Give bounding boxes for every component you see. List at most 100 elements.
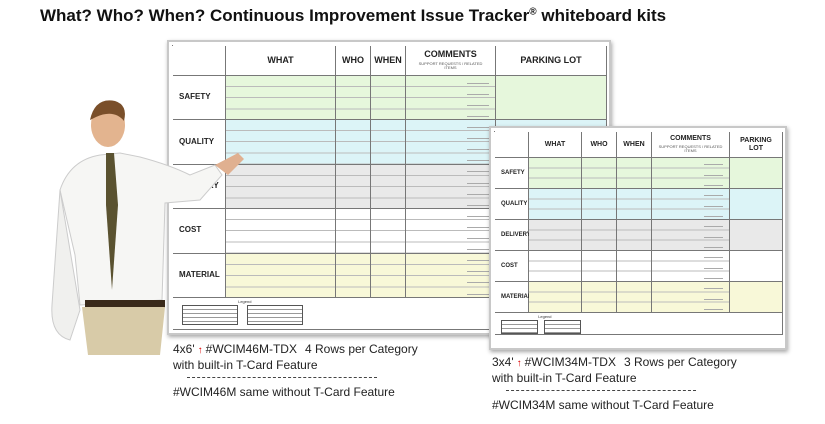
caption-small: 3x4' ↑ #WCIM34M-TDX 3 Rows per Category with…	[492, 355, 737, 412]
grid-cell	[652, 189, 730, 220]
column-header: COMMENTS SUPPORT REQUESTS / RELATED ITEMS	[406, 46, 496, 76]
header-text: WHAT	[267, 54, 294, 65]
tcard-slot	[703, 205, 723, 207]
header-text: WHEN	[623, 140, 645, 148]
grid-cell	[582, 189, 617, 220]
feature-note: with built-in T-Card Feature	[492, 371, 637, 385]
row-label: QUALITY	[179, 136, 215, 146]
grid-cell	[336, 209, 371, 254]
column-header: WHEN	[371, 46, 406, 76]
caption-line: 4x6' ↑ #WCIM46M-TDX 4 Rows per Category	[173, 342, 418, 358]
legend-box	[500, 320, 539, 334]
tcard-slot	[466, 149, 489, 151]
alternate-product: #WCIM34M same without T-Card Feature	[492, 398, 714, 412]
title-suffix: whiteboard kits	[541, 6, 667, 25]
grid-cell	[226, 253, 336, 298]
grid-cell	[652, 220, 730, 251]
tcard-slot	[466, 282, 489, 284]
header-text: WHAT	[544, 140, 566, 148]
board-grid: WHAT WHO WHEN COMMENTS SUPPORT REQUESTS / RE…	[494, 131, 783, 336]
grid-cell	[371, 209, 406, 254]
grid-cell	[529, 220, 582, 251]
grid-cell	[582, 220, 617, 251]
alternate-product: #WCIM46M same without T-Card Feature	[173, 385, 395, 399]
legend-label: Legend	[238, 299, 252, 304]
header-text: PARKING LOT	[740, 136, 772, 152]
row-label: MATERIAL	[501, 293, 532, 300]
tcard-slot	[703, 215, 723, 217]
caption-line: 3x4' ↑ #WCIM34M-TDX 3 Rows per Category	[492, 355, 737, 371]
row-label-cell: SAFETY	[173, 76, 226, 121]
column-header: PARKING LOT	[496, 46, 607, 76]
tcard-slot	[703, 298, 723, 300]
presenter	[51, 100, 244, 355]
row-label-cell: DELIVERY	[495, 220, 531, 251]
tcard-slot	[703, 277, 723, 279]
caption-large: 4x6' ↑ #WCIM46M-TDX 4 Rows per Category with…	[173, 342, 418, 399]
header-text: COMMENTS	[424, 49, 477, 60]
grid-cell	[652, 158, 730, 189]
grid-cell	[582, 282, 617, 313]
grid-cell	[617, 189, 652, 220]
row-label: COST	[179, 225, 202, 235]
grid-cell	[730, 220, 783, 251]
tcard-slot	[466, 238, 489, 240]
grid-cell	[652, 251, 730, 282]
row-label: DELIVERY	[501, 231, 531, 238]
grid-cell	[371, 253, 406, 298]
grid-cell	[617, 251, 652, 282]
grid-cell	[226, 164, 336, 210]
tcard-slot	[466, 260, 489, 262]
title: What? Who? When? Continuous Improvement …	[40, 6, 666, 26]
grid-cell	[730, 189, 783, 220]
grid-cell	[226, 120, 336, 165]
grid-cell	[336, 76, 371, 121]
tcard-slot	[466, 182, 489, 184]
registered-mark: ®	[529, 6, 537, 18]
tcard-slot	[466, 115, 489, 117]
grid-cell	[617, 282, 652, 313]
tcard-slot	[466, 104, 489, 106]
grid-cell	[406, 120, 496, 165]
board-grid: WHAT WHO WHEN COMMENTS SUPPORT REQUESTS / RE…	[172, 45, 607, 330]
row-label-cell: MATERIAL	[173, 253, 226, 298]
header-text: WHO	[342, 54, 364, 65]
whiteboard-small: WHAT WHO WHEN COMMENTS SUPPORT REQUESTS / RE…	[489, 126, 787, 350]
title-text: What? Who? When? Continuous Improvement …	[40, 6, 530, 25]
column-header: WHEN	[617, 132, 652, 158]
tcard-slot	[466, 193, 489, 195]
grid-cell	[226, 209, 336, 254]
board-size: 4x6'	[173, 342, 195, 356]
board-size: 3x4'	[492, 355, 514, 369]
grid-cell	[730, 158, 783, 189]
grid-cell	[529, 282, 582, 313]
grid-cell	[529, 158, 582, 189]
grid-cell	[406, 76, 496, 121]
grid-cell	[582, 251, 617, 282]
header-text: WHO	[590, 140, 608, 148]
row-label-cell: MATERIAL	[495, 282, 532, 313]
grid-cell	[406, 164, 496, 210]
tcard-slot	[466, 93, 489, 95]
row-label: SAFETY	[501, 169, 525, 176]
tcard-slot	[703, 195, 723, 197]
legend-label: Legend	[538, 314, 552, 319]
grid-cell	[406, 209, 496, 254]
tcard-slot	[466, 271, 489, 273]
tcard-slot	[466, 204, 489, 206]
column-header: WHAT	[226, 46, 336, 76]
column-header: PARKING LOT	[730, 132, 783, 158]
row-label-cell: QUALITY	[173, 120, 226, 165]
product-code: #WCIM34M-TDX	[524, 355, 616, 369]
grid-cell	[371, 76, 406, 121]
tcard-slot	[703, 164, 723, 166]
grid-cell	[730, 282, 783, 313]
legend-area: Legend	[495, 313, 783, 336]
grid-cell	[582, 158, 617, 189]
header-subtext: SUPPORT REQUESTS / RELATED ITEMS	[418, 61, 483, 71]
row-label-cell: COST	[495, 251, 529, 282]
tcard-slot	[703, 226, 723, 228]
tcard-slot	[466, 127, 489, 129]
header-corner	[495, 132, 529, 158]
